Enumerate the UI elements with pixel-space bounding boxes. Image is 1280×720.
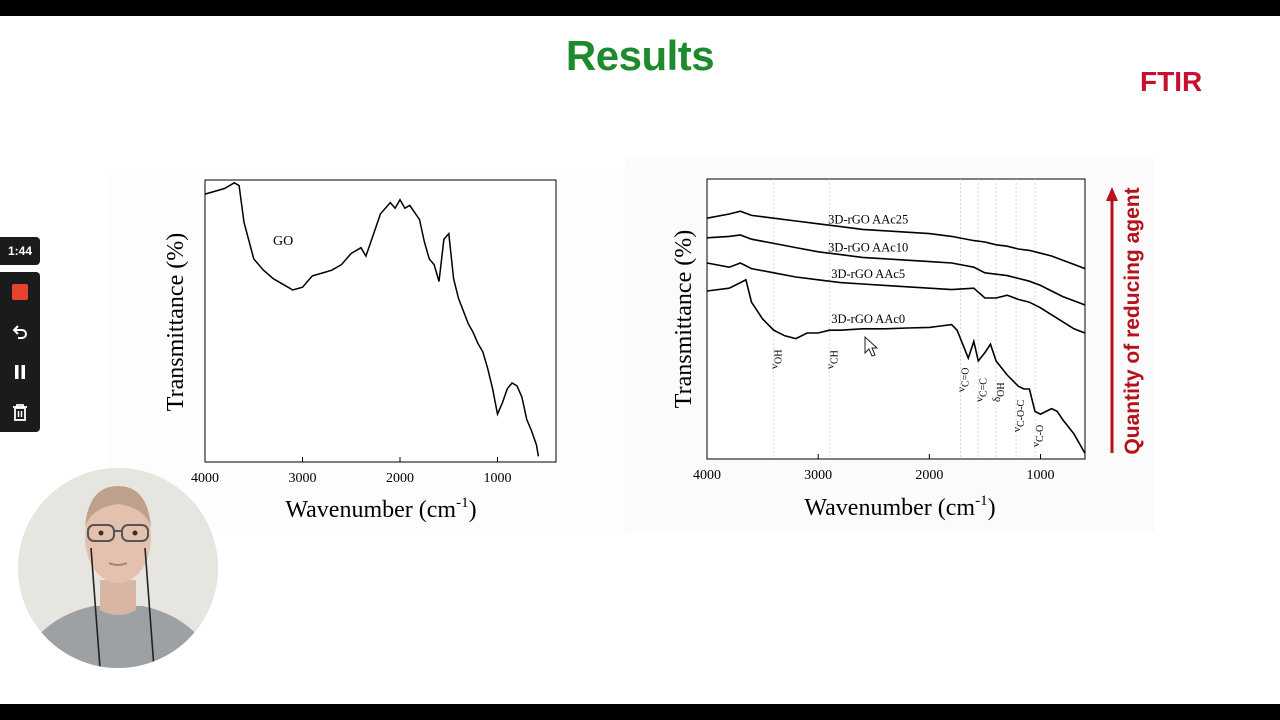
x-tick-label: 3000: [289, 471, 317, 486]
series-line-go: [204, 181, 540, 457]
x-tick-label: 3000: [804, 468, 832, 483]
band-label: νC=C: [973, 378, 989, 402]
slide-title: Results: [565, 32, 715, 79]
series-label: 3D-rGO AAc25: [828, 212, 908, 226]
y-axis-label: Transmittance (%): [163, 233, 189, 411]
x-tick-label: 2000: [386, 471, 414, 486]
band-label: νC-O: [1030, 425, 1046, 447]
series-label: 3D-rGO AAc5: [831, 267, 905, 281]
series-label: 3D-rGO AAc0: [831, 312, 905, 326]
plot-frame: [204, 179, 557, 463]
bottom-bar: [0, 704, 1280, 720]
mouse-cursor-icon: [864, 335, 879, 357]
webcam-video[interactable]: [18, 468, 218, 668]
series-line: [706, 234, 1086, 306]
pause-button[interactable]: [0, 352, 40, 392]
band-label: νC=O: [956, 367, 972, 392]
x-tick-label: 4000: [191, 471, 219, 486]
pause-icon: [15, 365, 25, 379]
band-label: νOH: [769, 350, 785, 369]
x-tick-label: 1000: [484, 471, 512, 486]
series-label: 3D-rGO AAc10: [828, 240, 908, 254]
chart-go: 4000 3000 2000 1000 GO Transmittance (%) Wa…: [110, 170, 630, 530]
undo-icon: [12, 325, 27, 339]
series-label-go: GO: [273, 234, 293, 249]
series-line: [706, 278, 1086, 454]
undo-button[interactable]: [0, 312, 40, 352]
x-axis-label: Wavenumber (cm-1): [804, 493, 995, 521]
recorder-toolbar: [0, 272, 40, 432]
chart-3d-rgo: 4000 3000 2000 1000 3D-rGO AAc25 3D-rGO AAc1…: [625, 157, 1155, 532]
presenter-avatar: [18, 468, 218, 668]
trash-icon: [13, 404, 27, 421]
y-axis-label: Transmittance (%): [671, 230, 697, 408]
x-axis-label: Wavenumber (cm-1): [285, 495, 476, 523]
x-tick-label: 2000: [915, 468, 943, 483]
series-line: [706, 262, 1086, 334]
plot-frame: [706, 178, 1086, 460]
band-label: δOH: [991, 382, 1007, 402]
stop-button[interactable]: [0, 272, 40, 312]
x-tick-label: 1000: [1027, 468, 1055, 483]
quantity-label: Quantity of reducing agent: [1121, 187, 1144, 454]
delete-button[interactable]: [0, 392, 40, 432]
band-label: νC-O-C: [1011, 399, 1027, 432]
recording-timer: 1:44: [0, 237, 40, 265]
series-line: [706, 210, 1086, 270]
band-label: νCH: [824, 350, 840, 369]
stop-icon: [12, 284, 28, 300]
ftir-label: FTIR: [1140, 66, 1203, 97]
x-tick-label: 4000: [693, 468, 721, 483]
increase-arrow-head: [1106, 187, 1118, 201]
